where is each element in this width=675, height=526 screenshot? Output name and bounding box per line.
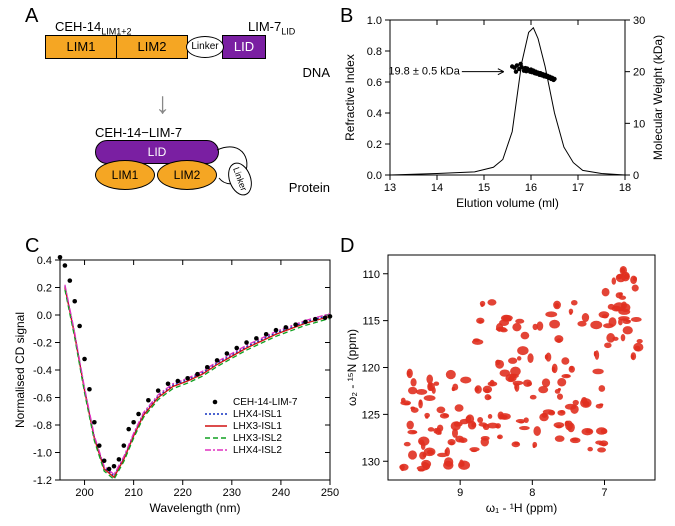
svg-text:1.0: 1.0 xyxy=(367,15,382,27)
svg-text:115: 115 xyxy=(362,316,380,328)
svg-text:20: 20 xyxy=(633,67,645,79)
panel-c-svg: 200 210 220 230 240 250 -1.2 -1.0 -0.8 -0.6 -0.4 -0… xyxy=(10,235,340,515)
svg-text:-0.8: -0.8 xyxy=(33,420,52,432)
lim2-ellipse: LIM2 xyxy=(157,160,217,190)
panel-c-chart: C 200 210 220 230 240 250 -1.2 -1.0 -0.8 -0.6 -0.4… xyxy=(10,235,340,515)
panel-d-label: D xyxy=(340,235,354,258)
svg-text:16: 16 xyxy=(525,182,537,194)
svg-text:230: 230 xyxy=(223,487,241,499)
lim2-box: LIM2 xyxy=(116,35,188,59)
svg-text:10: 10 xyxy=(633,118,645,130)
dna-side-label: DNA xyxy=(303,65,330,80)
panel-a-schematic: A CEH-14LIM1+2 LIM-7LID LIM1LIM2LinkerLI… xyxy=(10,5,335,195)
complex-label: CEH-14−LIM-7 xyxy=(95,125,182,140)
svg-text:120: 120 xyxy=(362,363,380,375)
svg-text:17: 17 xyxy=(572,182,584,194)
panel-a-top-left-label: CEH-14LIM1+2 xyxy=(55,19,132,37)
svg-text:210: 210 xyxy=(124,487,142,499)
svg-text:LHX4-ISL2: LHX4-ISL2 xyxy=(233,445,282,456)
svg-text:0.8: 0.8 xyxy=(367,46,382,58)
panel-a-label: A xyxy=(25,5,38,28)
svg-text:LHX3-ISL1: LHX3-ISL1 xyxy=(233,421,282,432)
panel-c-label: C xyxy=(25,235,39,258)
svg-text:LHX3-ISL2: LHX3-ISL2 xyxy=(233,433,282,444)
svg-text:250: 250 xyxy=(321,487,339,499)
svg-text:-1.2: -1.2 xyxy=(33,475,52,487)
svg-text:7: 7 xyxy=(601,487,607,499)
svg-text:LHX4-ISL1: LHX4-ISL1 xyxy=(233,409,282,420)
svg-text:200: 200 xyxy=(75,487,93,499)
svg-text:8: 8 xyxy=(529,487,535,499)
svg-text:-1.0: -1.0 xyxy=(33,448,52,460)
linker-oval: Linker xyxy=(186,36,224,58)
svg-text:0.0: 0.0 xyxy=(37,310,52,322)
panel-a-dna-constructs: LIM1LIM2LinkerLID xyxy=(45,35,266,59)
svg-text:14: 14 xyxy=(431,182,443,194)
svg-text:-0.4: -0.4 xyxy=(33,365,52,377)
svg-text:0.6: 0.6 xyxy=(367,77,382,89)
svg-text:Normalised CD signal: Normalised CD signal xyxy=(13,312,27,428)
svg-text:ω₁ - ¹H (ppm): ω₁ - ¹H (ppm) xyxy=(486,501,557,515)
svg-text:ω₂ - ¹⁵N (ppm): ω₂ - ¹⁵N (ppm) xyxy=(345,329,359,406)
protein-side-label: Protein xyxy=(289,180,330,195)
lid-box: LID xyxy=(222,35,266,59)
svg-text:15: 15 xyxy=(478,182,490,194)
svg-text:Wavelength (nm): Wavelength (nm) xyxy=(150,501,241,515)
svg-text:0.2: 0.2 xyxy=(37,283,52,295)
panel-d-chart: D 9 8 7 110 115 120 125 130 ω₁ - ¹H (ppm) ω₂ - ¹⁵… xyxy=(340,235,665,515)
svg-text:220: 220 xyxy=(174,487,192,499)
svg-text:19.8 ± 0.5 kDa: 19.8 ± 0.5 kDa xyxy=(388,66,460,78)
svg-text:0.2: 0.2 xyxy=(367,139,382,151)
svg-text:240: 240 xyxy=(272,487,290,499)
svg-text:-0.2: -0.2 xyxy=(33,338,52,350)
svg-text:CEH-14-LIM-7: CEH-14-LIM-7 xyxy=(233,397,298,408)
svg-text:Molecular Weight (kDa): Molecular Weight (kDa) xyxy=(651,35,665,160)
svg-text:-0.6: -0.6 xyxy=(33,393,52,405)
panel-a-protein-complex: LID LIM1LIM2 Linker xyxy=(95,140,219,190)
svg-text:Refractive Index: Refractive Index xyxy=(343,54,357,141)
svg-text:9: 9 xyxy=(457,487,463,499)
panel-b-label: B xyxy=(340,5,353,28)
arrow-icon: ↓ xyxy=(155,87,170,121)
lim1-ellipse: LIM1 xyxy=(95,160,155,190)
svg-text:30: 30 xyxy=(633,15,645,27)
svg-text:0: 0 xyxy=(633,170,639,182)
svg-text:13: 13 xyxy=(384,182,396,194)
panel-b-chart: B 1314151617180.00.20.40.60.81.001020301… xyxy=(340,5,665,215)
svg-text:110: 110 xyxy=(362,269,380,281)
svg-text:125: 125 xyxy=(362,409,380,421)
svg-text:18: 18 xyxy=(619,182,631,194)
panel-d-svg: 9 8 7 110 115 120 125 130 ω₁ - ¹H (ppm) ω₂ - ¹⁵N … xyxy=(340,235,665,515)
panel-b-svg: 13 14 15 16 17 18 0.0 0.2 0.4 0.6 0.8 1.0 0 10 20 30 19.… xyxy=(340,5,665,215)
svg-text:0.0: 0.0 xyxy=(367,170,382,182)
svg-text:130: 130 xyxy=(362,456,380,468)
panel-a-top-right-label: LIM-7LID xyxy=(248,19,295,37)
svg-text:0.4: 0.4 xyxy=(367,108,382,120)
svg-text:Elution volume (ml): Elution volume (ml) xyxy=(456,196,559,210)
lim1-box: LIM1 xyxy=(45,35,117,59)
